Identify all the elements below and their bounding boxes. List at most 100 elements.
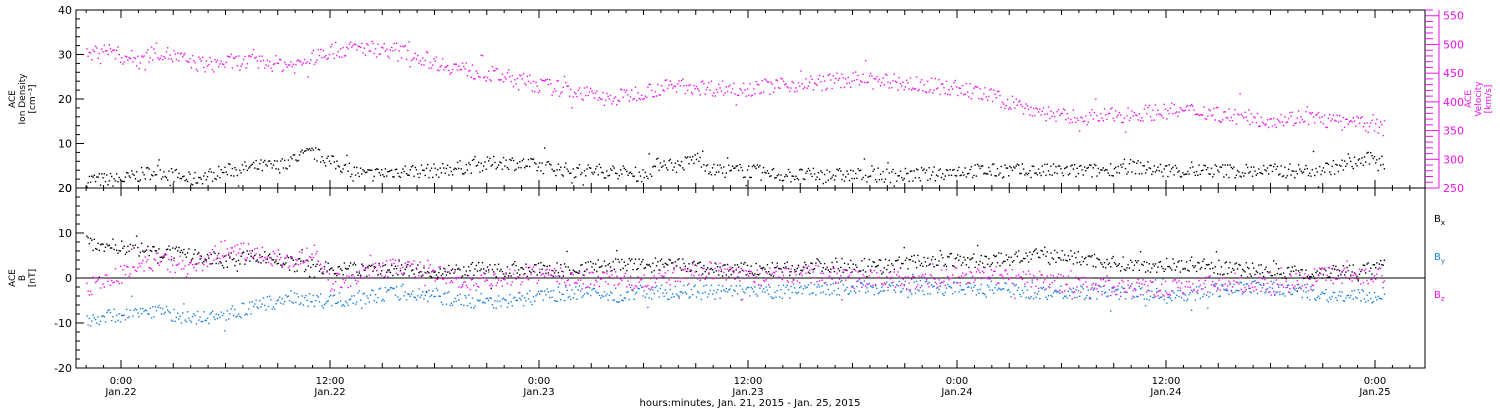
data-point xyxy=(96,322,98,324)
data-point xyxy=(1178,295,1180,298)
data-point xyxy=(1347,294,1349,296)
data-point xyxy=(761,290,764,293)
data-point xyxy=(458,286,460,288)
data-point xyxy=(1180,296,1183,299)
data-point xyxy=(170,319,173,321)
data-point xyxy=(1142,264,1144,266)
data-point xyxy=(836,72,838,74)
data-point xyxy=(404,165,406,167)
data-point xyxy=(245,259,247,262)
data-point xyxy=(624,272,627,274)
data-point xyxy=(430,167,433,169)
data-point xyxy=(506,282,509,285)
data-point xyxy=(939,93,941,96)
data-point xyxy=(596,281,598,283)
data-point xyxy=(330,162,332,165)
data-point xyxy=(906,257,908,259)
data-point xyxy=(94,318,97,321)
data-point xyxy=(734,167,736,169)
data-point xyxy=(387,269,389,271)
data-point xyxy=(313,305,316,308)
data-point xyxy=(328,273,331,275)
data-point xyxy=(423,64,425,66)
data-point xyxy=(363,292,365,295)
data-point xyxy=(760,267,762,269)
data-point xyxy=(815,83,817,85)
data-point xyxy=(495,276,497,278)
data-point xyxy=(877,293,879,295)
data-point xyxy=(555,300,557,303)
data-point xyxy=(1275,126,1277,129)
data-point xyxy=(341,56,343,59)
data-point xyxy=(897,175,899,177)
data-point xyxy=(1326,277,1328,279)
data-point xyxy=(1022,113,1025,115)
data-point xyxy=(1049,173,1051,176)
data-point xyxy=(216,317,219,320)
data-point xyxy=(357,280,359,282)
data-point xyxy=(300,260,302,262)
data-point xyxy=(93,50,95,53)
data-point xyxy=(648,264,650,266)
data-point xyxy=(1102,167,1104,169)
data-point xyxy=(1070,118,1072,121)
data-point xyxy=(1051,295,1053,298)
data-point xyxy=(1223,111,1225,113)
data-point xyxy=(1081,286,1083,288)
data-point xyxy=(648,288,650,290)
data-point xyxy=(1199,297,1201,300)
data-point xyxy=(106,50,108,52)
data-point xyxy=(771,83,773,85)
data-point xyxy=(1117,165,1119,168)
data-point xyxy=(886,276,888,278)
data-point xyxy=(507,69,510,71)
data-point xyxy=(1291,111,1293,113)
data-point xyxy=(1287,284,1290,286)
data-point xyxy=(809,293,811,295)
data-point xyxy=(372,270,374,272)
data-point xyxy=(1003,260,1005,263)
data-point xyxy=(915,280,918,282)
data-point xyxy=(990,88,992,90)
data-point xyxy=(493,70,495,72)
data-point xyxy=(1209,110,1211,112)
data-point xyxy=(184,179,186,182)
data-point xyxy=(274,160,276,162)
data-point xyxy=(923,168,925,170)
data-point xyxy=(580,92,582,95)
data-point xyxy=(1233,283,1235,286)
data-point xyxy=(709,268,711,271)
data-point xyxy=(1365,161,1367,163)
data-point xyxy=(591,266,593,268)
data-point xyxy=(259,299,261,302)
data-point xyxy=(460,68,462,71)
data-point xyxy=(933,278,935,280)
data-point xyxy=(280,256,282,259)
data-point xyxy=(463,266,465,268)
data-point xyxy=(1329,113,1331,116)
data-point xyxy=(917,284,919,286)
data-point xyxy=(1143,261,1145,263)
data-point xyxy=(1280,165,1282,167)
data-point xyxy=(323,265,326,268)
data-point xyxy=(333,161,336,163)
data-point xyxy=(164,253,166,255)
data-point xyxy=(358,290,360,292)
data-point xyxy=(437,168,439,171)
data-point xyxy=(1306,167,1308,170)
data-point xyxy=(928,264,930,266)
data-point xyxy=(288,265,291,267)
data-point xyxy=(1005,105,1007,107)
data-point xyxy=(1368,163,1371,165)
data-point xyxy=(419,261,421,263)
data-point xyxy=(264,251,266,253)
data-point xyxy=(903,246,905,249)
data-point xyxy=(775,266,777,269)
data-point xyxy=(577,167,579,169)
data-point xyxy=(516,299,518,302)
data-point xyxy=(102,177,104,179)
data-point xyxy=(657,277,659,279)
data-point xyxy=(312,49,314,52)
data-point xyxy=(277,262,280,264)
data-point xyxy=(257,261,260,264)
